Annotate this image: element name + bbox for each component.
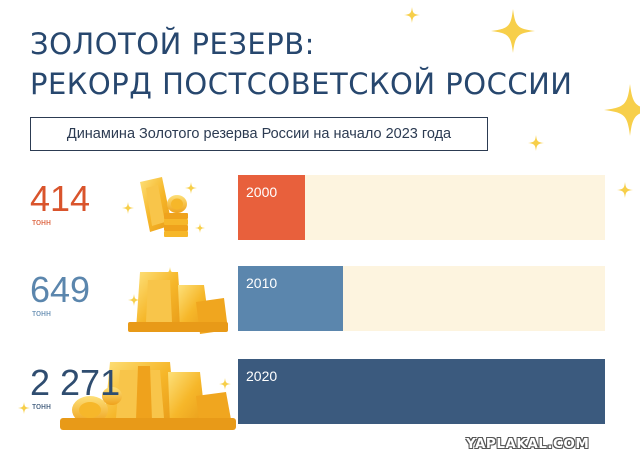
unit-label: тонн (32, 308, 51, 318)
gold-stack-small (140, 177, 188, 237)
gold-stack-large (60, 362, 236, 430)
page-title: ЗОЛОТОЙ РЕЗЕРВ: РЕКОРД ПОСТСОВЕТСКОЙ РОС… (30, 24, 572, 104)
bar-2010: 2010 (238, 266, 343, 331)
value-label: 649 (30, 269, 91, 310)
unit-label: тонн (32, 217, 51, 227)
value-label: 414 (30, 178, 91, 219)
bar-track: 2010 (238, 266, 605, 331)
year-label: 2000 (246, 184, 278, 200)
value-label: 2 271 (30, 362, 121, 403)
bar-track: 2020 (238, 359, 605, 424)
year-label: 2010 (246, 275, 278, 291)
gold-stack-medium (128, 272, 228, 334)
bar-2000: 2000 (238, 175, 305, 240)
watermark: YAPLAKAL.COM (466, 436, 590, 452)
title-line-2: РЕКОРД ПОСТСОВЕТСКОЙ РОССИИ (30, 67, 573, 101)
year-label: 2020 (246, 368, 278, 384)
bar-2020: 2020 (238, 359, 605, 424)
unit-label: тонн (32, 401, 51, 411)
title-line-1: ЗОЛОТОЙ РЕЗЕРВ: (30, 27, 315, 61)
bar-track: 2000 (238, 175, 605, 240)
chart-subtitle: Динамина Золотого резерва России на нача… (30, 117, 488, 151)
